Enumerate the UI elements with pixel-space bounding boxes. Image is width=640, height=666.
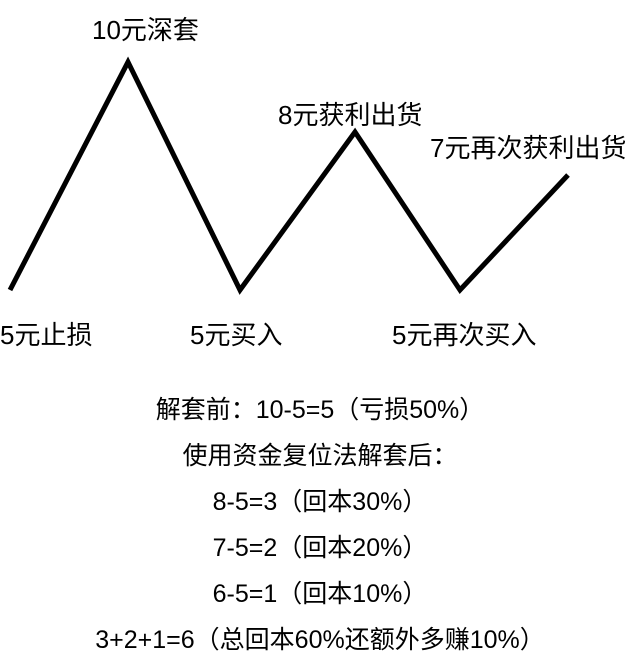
price-chart <box>0 0 640 380</box>
explanation-line-2: 8-5=3（回本30%） <box>0 482 640 518</box>
chart-label-1: 8元获利出货 <box>278 95 422 132</box>
chart-label-5: 5元再次买入 <box>392 315 536 352</box>
zigzag-line-chart <box>0 0 640 380</box>
chart-label-2: 7元再次获利出货 <box>430 128 626 165</box>
explanation-line-0: 解套前：10-5=5（亏损50%） <box>0 390 640 426</box>
explanation-line-5: 3+2+1=6（总回本60%还额外多赚10%） <box>0 620 640 656</box>
explanation-line-1: 使用资金复位法解套后： <box>0 436 640 472</box>
explanation-line-4: 6-5=1（回本10%） <box>0 574 640 610</box>
chart-label-4: 5元买入 <box>190 315 282 352</box>
chart-label-0: 10元深套 <box>92 10 199 47</box>
chart-label-3: 5元止损 <box>0 315 92 352</box>
explanation-text-section: 解套前：10-5=5（亏损50%） 使用资金复位法解套后： 8-5=3（回本30%）… <box>0 390 640 666</box>
explanation-line-3: 7-5=2（回本20%） <box>0 528 640 564</box>
